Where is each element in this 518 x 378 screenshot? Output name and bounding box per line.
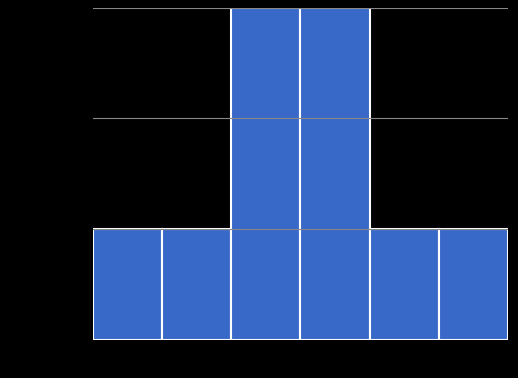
Bar [232, 8, 300, 340]
Bar [300, 8, 369, 340]
Bar [439, 229, 508, 340]
Bar [93, 229, 162, 340]
Bar [162, 229, 232, 340]
Bar [369, 229, 439, 340]
